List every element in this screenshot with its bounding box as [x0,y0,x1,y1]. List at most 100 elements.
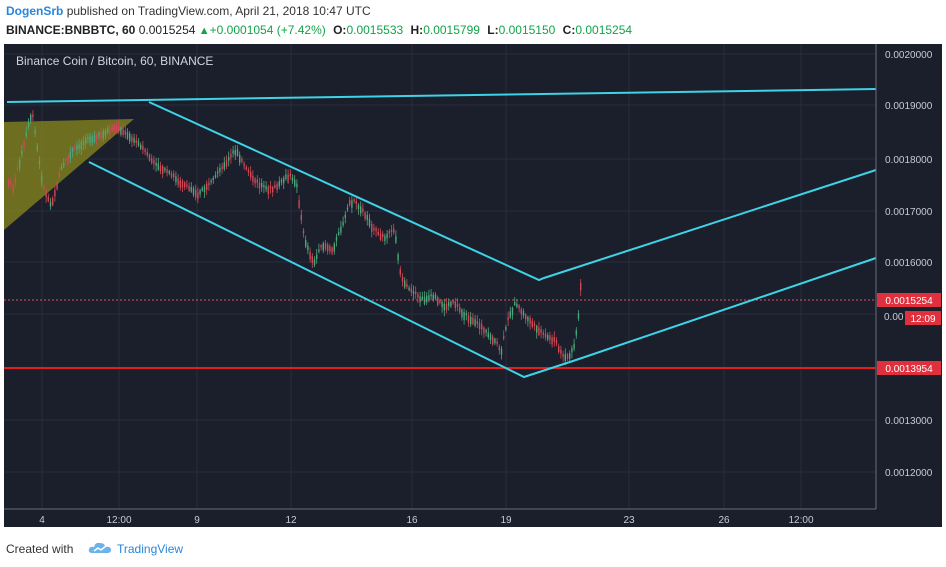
candle-body [188,186,190,192]
candle-body [241,158,243,162]
last-price: 0.0015254 [138,23,196,37]
candle-body [100,132,102,139]
candle-body [514,302,516,305]
candle-body [395,236,397,243]
candle-body [461,309,463,318]
tradingview-brand[interactable]: TradingView [117,542,184,556]
candle-body [283,177,285,184]
author-link[interactable]: DogenSrb [6,4,64,18]
candle-body [285,174,287,179]
candle-body [485,329,487,333]
candle-body [562,353,564,357]
candle-body [448,302,450,307]
candle-body [503,336,505,339]
candle-body [91,136,93,143]
candle-body [71,148,74,152]
candle-body [362,208,364,212]
trendline[interactable] [148,101,877,282]
candle-body [197,192,199,200]
candle-body [239,154,241,163]
candle-body [531,320,533,327]
price-axis[interactable] [876,44,942,527]
candle-body [52,198,54,206]
candle-body [415,291,417,295]
candle-body [228,157,230,161]
candle-body [542,332,544,335]
candle-body [417,294,419,298]
tradingview-cloud-icon[interactable] [88,541,112,555]
candle-body [404,280,406,288]
candle-body [547,335,549,340]
candle-body [274,184,276,188]
chart-area[interactable]: 0.0020000 0.0019000 0.0018000 0.0017000 0.00… [4,44,942,527]
candle-body [181,180,184,188]
candle-body [162,166,164,174]
candle-body [566,354,569,359]
price-tick-label: 0.0012000 [885,468,933,479]
candle-body [252,175,254,182]
time-tick-label: 12:00 [788,515,813,526]
candle-body [478,322,481,329]
candle-body [159,165,162,172]
candle-body [261,182,263,188]
candle-body [195,189,197,198]
candle-body [498,346,500,351]
candle-body [441,301,443,308]
candle-body [487,332,489,338]
candle-body [520,309,522,315]
candle-body [307,245,309,251]
candle-body [109,127,111,134]
candle-body [296,183,298,188]
candle-body [153,160,155,165]
candle-body [551,337,553,345]
candle-body [373,227,375,231]
candle-body [96,134,98,140]
price-change: +0.0001054 (+7.42%) [209,23,326,37]
price-tick-label: 0.0018000 [885,155,933,166]
trendlines[interactable] [6,88,877,379]
candle-body [82,140,85,146]
candle-body [481,324,483,330]
candle-body [313,259,316,266]
trendline[interactable] [88,161,877,379]
candle-body [16,167,19,170]
current-price-badge [877,293,941,307]
candle-body [463,312,465,320]
candle-body [518,305,520,309]
price-tick-label: 0.0013000 [885,416,933,427]
candle-body [278,181,280,187]
support-price-badge-text: 0.0013954 [885,364,933,375]
candle-body [111,126,113,132]
candle-body [69,151,71,159]
header: DogenSrb published on TradingView.com, A… [0,0,946,42]
candle-body [492,336,494,345]
candle-body [74,147,76,150]
candle-body [87,136,89,140]
candle-body [538,327,540,336]
candle-body [45,191,47,198]
candle-body [146,152,148,156]
candle-body [186,184,188,187]
candle-body [300,214,302,221]
candle-body [346,207,349,210]
candle-body [558,346,560,353]
candle-body [93,135,96,142]
candle-body [527,316,529,322]
triangle-pattern[interactable] [4,119,134,230]
candle-body [331,247,333,254]
candle-body [133,137,135,143]
candle-body [322,242,324,251]
candle-body [157,163,159,170]
candle-body [432,294,434,300]
candle-body [408,287,410,291]
trendline[interactable] [6,88,877,103]
candle-body [305,240,307,247]
candle-body [221,166,223,170]
candle-body [390,229,393,233]
chart-canvas[interactable]: 0.0020000 0.0019000 0.0018000 0.0017000 0.00… [4,44,942,527]
candle-body [192,188,195,195]
candle-body [496,341,498,344]
candle-body [76,145,78,150]
candle-body [170,173,173,178]
time-tick-label: 12:00 [106,515,131,526]
